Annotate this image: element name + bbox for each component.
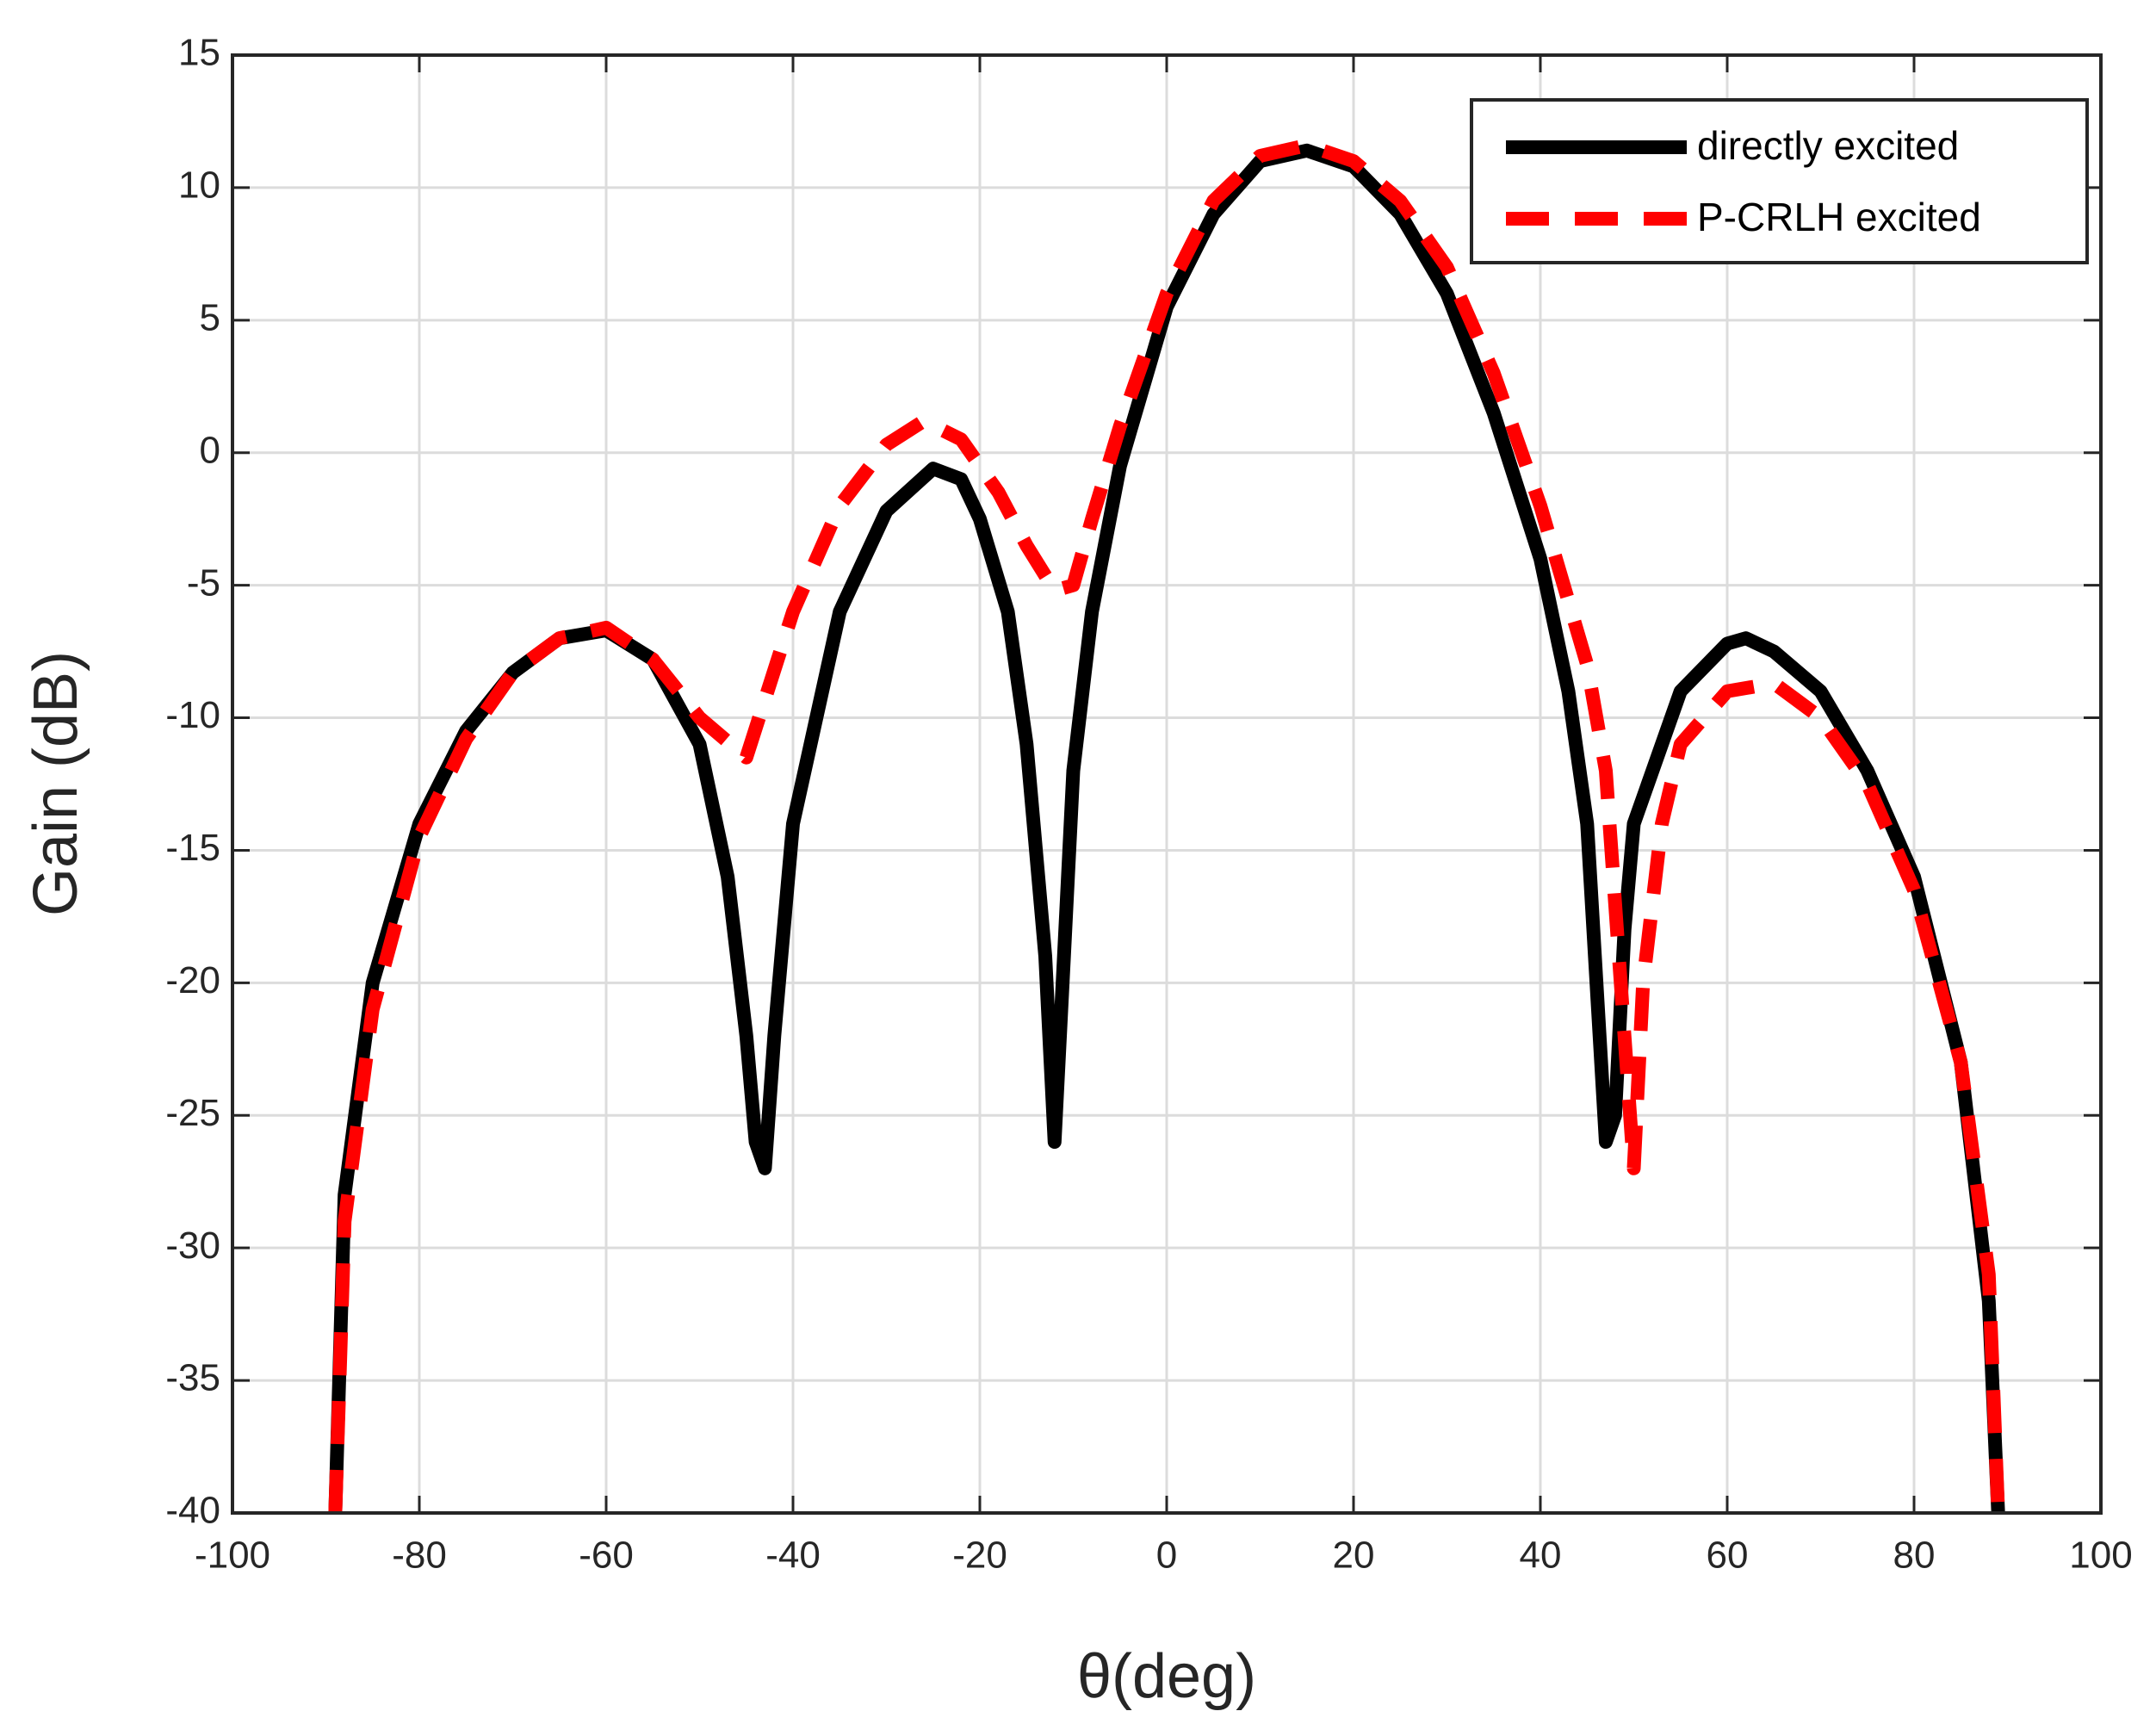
legend-box: [1470, 98, 2089, 264]
x-tick-label: 80: [1893, 1534, 1936, 1577]
y-tick-label: 5: [200, 296, 220, 338]
y-tick-label: 0: [200, 429, 220, 471]
legend-label: directly excited: [1697, 123, 1959, 168]
x-tick-label: 40: [1520, 1534, 1562, 1577]
x-tick-label: 100: [2069, 1534, 2132, 1577]
series-line: [328, 143, 2005, 1514]
x-tick-label: 0: [1156, 1534, 1177, 1577]
legend-label: P-CRLH excited: [1697, 195, 1981, 239]
series-line: [328, 138, 2005, 1514]
y-tick-label: -5: [187, 561, 220, 604]
x-tick-label: 60: [1707, 1534, 1749, 1577]
y-tick-label: -40: [165, 1490, 220, 1532]
x-axis-label: θ(deg): [1077, 1642, 1256, 1711]
y-tick-label: 15: [178, 32, 220, 74]
x-tick-label: -20: [952, 1534, 1007, 1577]
y-tick-label: -10: [165, 694, 220, 736]
x-tick-label: -80: [392, 1534, 447, 1577]
y-tick-label: -25: [165, 1092, 220, 1134]
y-tick-label: 10: [178, 164, 220, 207]
y-tick-label: -15: [165, 827, 220, 869]
y-tick-label: -30: [165, 1224, 220, 1267]
axes-frame: [231, 53, 2103, 1515]
y-tick-label: -35: [165, 1357, 220, 1399]
y-axis-label: Gain (dB): [22, 651, 90, 916]
x-tick-label: -100: [195, 1534, 270, 1577]
y-tick-label: -20: [165, 959, 220, 1001]
x-tick-label: 20: [1333, 1534, 1375, 1577]
x-tick-label: -40: [765, 1534, 821, 1577]
x-tick-label: -60: [579, 1534, 634, 1577]
